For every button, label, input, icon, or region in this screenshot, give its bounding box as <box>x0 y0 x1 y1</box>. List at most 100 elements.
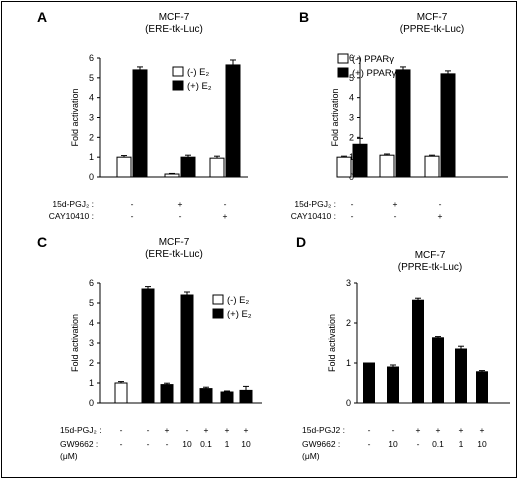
panel-b-y-tick-label: 3 <box>349 113 354 123</box>
panel-a-legend-label: (-) E₂ <box>187 67 209 78</box>
panel-c-y-tick-label: 6 <box>89 278 94 288</box>
panel-d-bar <box>432 337 444 404</box>
panel-d-condition-value: 1 <box>459 439 464 449</box>
panel-d-y-tick-label: 2 <box>346 318 351 328</box>
panel-d-bar <box>363 362 375 404</box>
panel-c-bar <box>141 288 155 404</box>
panel-d-condition-value: + <box>459 425 464 435</box>
panel-d-condition-value: 0.1 <box>432 439 444 449</box>
panel-c-legend-label: (+) E₂ <box>227 309 252 320</box>
panel-c-condition-value: 1 <box>225 439 230 449</box>
panel-c-bar <box>160 384 174 404</box>
panel-c-y-tick-label: 0 <box>89 398 94 408</box>
panel-a-letter: A <box>37 9 47 25</box>
panel-c-y-axis-label: Fold activation <box>70 314 80 372</box>
panel-a-y-tick-label: 0 <box>89 172 94 182</box>
panel-d-condition-label: GW9662 : <box>302 439 340 449</box>
panel-c-bar <box>239 389 253 404</box>
panel-d-subtitle: (PPRE-tk-Luc) <box>398 262 462 273</box>
panel-a-condition-value: - <box>131 211 134 221</box>
panel-a-condition-label: CAY10410 : <box>49 211 94 221</box>
panel-b-legend-swatch <box>337 53 349 64</box>
panel-c-letter: C <box>37 234 47 250</box>
panel-b-condition-label: 15d-PGJ₂ : <box>294 199 336 209</box>
panel-c-bar <box>199 388 213 404</box>
panel-a-bar <box>180 156 196 178</box>
panel-b-bar <box>379 154 395 178</box>
panel-d-condition-label: 15d-PGJ2 : <box>302 425 345 435</box>
panel-c-condition-value: - <box>120 425 123 435</box>
panel-b-bar <box>352 143 368 178</box>
panel-d-bar <box>476 371 488 404</box>
panel-c-legend-swatch <box>212 308 224 319</box>
panel-a-condition-value: + <box>223 211 228 221</box>
panel-b-y-tick-label: 4 <box>349 93 354 103</box>
panel-d-condition-value: + <box>436 425 441 435</box>
panel-c-condition-label: 15d-PGJ₂ : <box>60 425 102 435</box>
panel-c-legend-label: (-) E₂ <box>227 295 249 306</box>
panel-c-y-tick-label: 1 <box>89 378 94 388</box>
panel-d-condition-value: - <box>368 439 371 449</box>
panel-b-bar <box>440 73 456 178</box>
panel-c-y-tick-label: 3 <box>89 338 94 348</box>
panel-c-condition-value: 10 <box>241 439 251 449</box>
panel-b-title: MCF-7 <box>417 12 448 23</box>
panel-b-bar <box>424 155 440 178</box>
panel-d-condition-value: 10 <box>477 439 487 449</box>
panel-d-condition-label: (μM) <box>302 451 320 461</box>
panel-a-condition-value: - <box>179 211 182 221</box>
panel-d-letter: D <box>296 234 306 250</box>
panel-b-condition-value: + <box>438 211 443 221</box>
panel-a-y-tick-label: 4 <box>89 93 94 103</box>
panel-c-legend-swatch <box>212 294 224 305</box>
panel-a-legend-swatch <box>172 80 184 91</box>
panel-a-condition-label: 15d-PGJ₂ : <box>52 199 94 209</box>
panel-a-y-tick-label: 6 <box>89 53 94 63</box>
panel-a-y-tick-label: 5 <box>89 73 94 83</box>
panel-d-bar <box>455 348 467 404</box>
panel-b-y-tick-label: 2 <box>349 132 354 142</box>
panel-c-condition-label: (μM) <box>60 451 78 461</box>
panel-d-bar <box>412 299 424 404</box>
panel-a-legend-swatch <box>172 66 184 77</box>
panel-c-condition-value: + <box>244 425 249 435</box>
panel-b-y-tick-label: 6 <box>349 53 354 63</box>
panel-a-subtitle: (ERE-tk-Luc) <box>145 24 203 35</box>
panel-c-condition-value: + <box>225 425 230 435</box>
panel-d-y-tick-label: 0 <box>346 398 351 408</box>
panel-d-title: MCF-7 <box>415 250 446 261</box>
panel-b-legend-label: (+) PPARγ <box>352 68 397 79</box>
panel-c-bar <box>114 382 128 404</box>
panel-b-subtitle: (PPRE-tk-Luc) <box>400 24 464 35</box>
panel-c-condition-value: - <box>186 425 189 435</box>
panel-c-condition-value: + <box>165 425 170 435</box>
panel-d-condition-value: 10 <box>388 439 398 449</box>
panel-b-legend-label: (-) PPARγ <box>352 54 394 65</box>
panel-c-condition-value: - <box>147 439 150 449</box>
panel-c-condition-value: - <box>120 439 123 449</box>
panel-a-y-tick-label: 2 <box>89 132 94 142</box>
panel-a-title: MCF-7 <box>159 12 190 23</box>
panel-a-y-tick-label: 3 <box>89 113 94 123</box>
panel-d-y-tick-label: 1 <box>346 358 351 368</box>
panel-c-title: MCF-7 <box>159 237 190 248</box>
panel-a-bar <box>164 173 180 178</box>
panel-b-bar <box>336 156 352 178</box>
panel-a-condition-value: - <box>131 199 134 209</box>
panel-c-condition-value: 0.1 <box>200 439 212 449</box>
panel-a-y-tick-label: 1 <box>89 152 94 162</box>
panel-a-bar <box>132 69 148 178</box>
panel-a-condition-value: - <box>224 199 227 209</box>
panel-d-y-axis-label: Fold activation <box>327 314 337 372</box>
panel-a-bar <box>225 64 241 178</box>
panel-c-bar <box>180 294 194 404</box>
panel-c-y-tick-label: 2 <box>89 358 94 368</box>
panel-d-condition-value: + <box>416 425 421 435</box>
panel-d-y-tick-label: 3 <box>346 278 351 288</box>
panel-c-condition-label: GW9662 : <box>60 439 98 449</box>
panel-d-condition-value: - <box>368 425 371 435</box>
panel-b-condition-value: - <box>351 211 354 221</box>
panel-b-condition-label: CAY10410 : <box>291 211 336 221</box>
